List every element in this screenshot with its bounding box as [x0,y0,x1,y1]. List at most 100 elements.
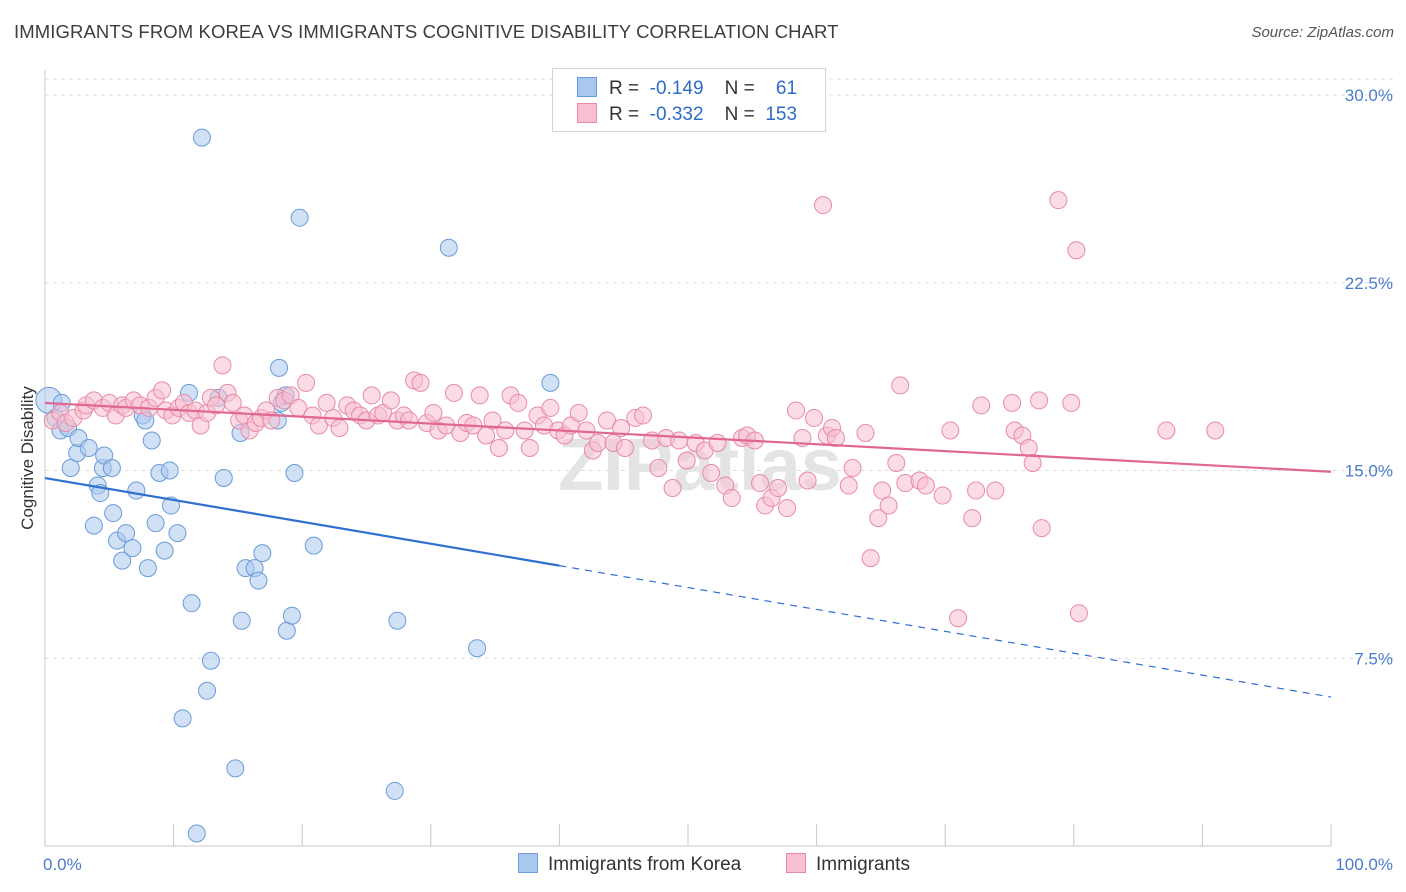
data-point [61,459,80,478]
data-point [249,571,268,590]
bottom-legend-immigrants: Immigrants [786,853,910,876]
data-point [509,393,528,412]
data-point [891,376,910,395]
y-tick-label: 22.5% [1345,274,1393,293]
data-point [290,208,309,227]
data-point [201,651,220,670]
data-point [477,426,496,445]
data-point [1069,604,1088,623]
data-point [304,536,323,555]
data-point [949,609,968,628]
data-point [663,479,682,498]
legend-r-label: R = [609,104,640,125]
data-point [787,401,806,420]
data-point [117,524,136,543]
data-point [1032,519,1051,538]
data-point [1062,393,1081,412]
data-point [182,594,201,613]
y-tick-label: 30.0% [1345,86,1393,105]
legend-r-value: -0.332 [649,104,704,125]
data-point [213,356,232,375]
data-point [173,709,192,728]
data-point [439,238,458,257]
data-point [214,469,233,488]
data-point [104,504,123,523]
trend-line [44,401,1332,473]
data-point [515,421,534,440]
data-point [123,539,142,558]
data-point [160,461,179,480]
legend: R = -0.149 N = 61 R = -0.332 N = 153 [552,68,826,132]
data-point [270,358,289,377]
data-point [1019,438,1038,457]
y-tick-labels: 7.5% 15.0% 22.5% 30.0% [1345,86,1393,668]
data-point [1023,454,1042,473]
data-point [722,489,741,508]
data-point [887,454,906,473]
data-point [941,421,960,440]
data-point [253,544,272,563]
data-point [805,408,824,427]
bottom-legend-label-immigrants: Immigrants [816,854,910,875]
series-korea-points [35,128,560,843]
data-point [669,431,688,450]
data-point [649,459,668,478]
bottom-legend-swatch-korea [518,853,538,873]
y-axis-title: Cognitive Disability [18,386,37,530]
data-point [102,459,121,478]
data-point [916,476,935,495]
x-tick-label: 100.0% [1335,855,1393,874]
legend-n-label: N = [724,104,755,125]
data-point [285,464,304,483]
data-point [769,479,788,498]
data-point [933,486,952,505]
data-point [861,549,880,568]
data-point [597,411,616,430]
series-immigrants-points [43,191,1225,628]
trend-lines [44,401,1332,698]
x-tick-label: 0.0% [43,855,82,874]
data-point [282,606,301,625]
data-point [520,438,539,457]
y-tick-label: 15.0% [1345,462,1393,481]
data-point [468,639,487,658]
data-point [232,611,251,630]
data-point [1157,421,1176,440]
data-point [751,474,770,493]
data-point [798,471,817,490]
data-point [708,433,727,452]
data-point [424,403,443,422]
data-point [972,396,991,415]
data-point [1049,191,1068,210]
data-point [362,386,381,405]
data-point [399,411,418,430]
data-point [963,509,982,528]
data-point [113,551,132,570]
data-point [541,398,560,417]
data-point [612,418,631,437]
data-point [496,421,515,440]
bottom-legend-korea: Immigrants from Korea [518,853,741,876]
data-point [1206,421,1225,440]
data-point [856,423,875,442]
legend-n-value: 61 [775,78,798,99]
data-point [277,621,296,640]
data-point [569,403,588,422]
data-point [470,386,489,405]
bottom-legend-label-korea: Immigrants from Korea [548,854,742,875]
data-point [198,681,217,700]
data-point [385,781,404,800]
data-point [778,499,797,518]
data-point [226,759,245,778]
data-point [967,481,986,500]
data-point [615,438,634,457]
data-point [388,611,407,630]
data-point [381,391,400,410]
data-point [411,373,430,392]
data-point [677,451,696,470]
data-point [986,481,1005,500]
data-point [489,438,508,457]
data-point [155,541,174,560]
data-point [1067,241,1086,260]
